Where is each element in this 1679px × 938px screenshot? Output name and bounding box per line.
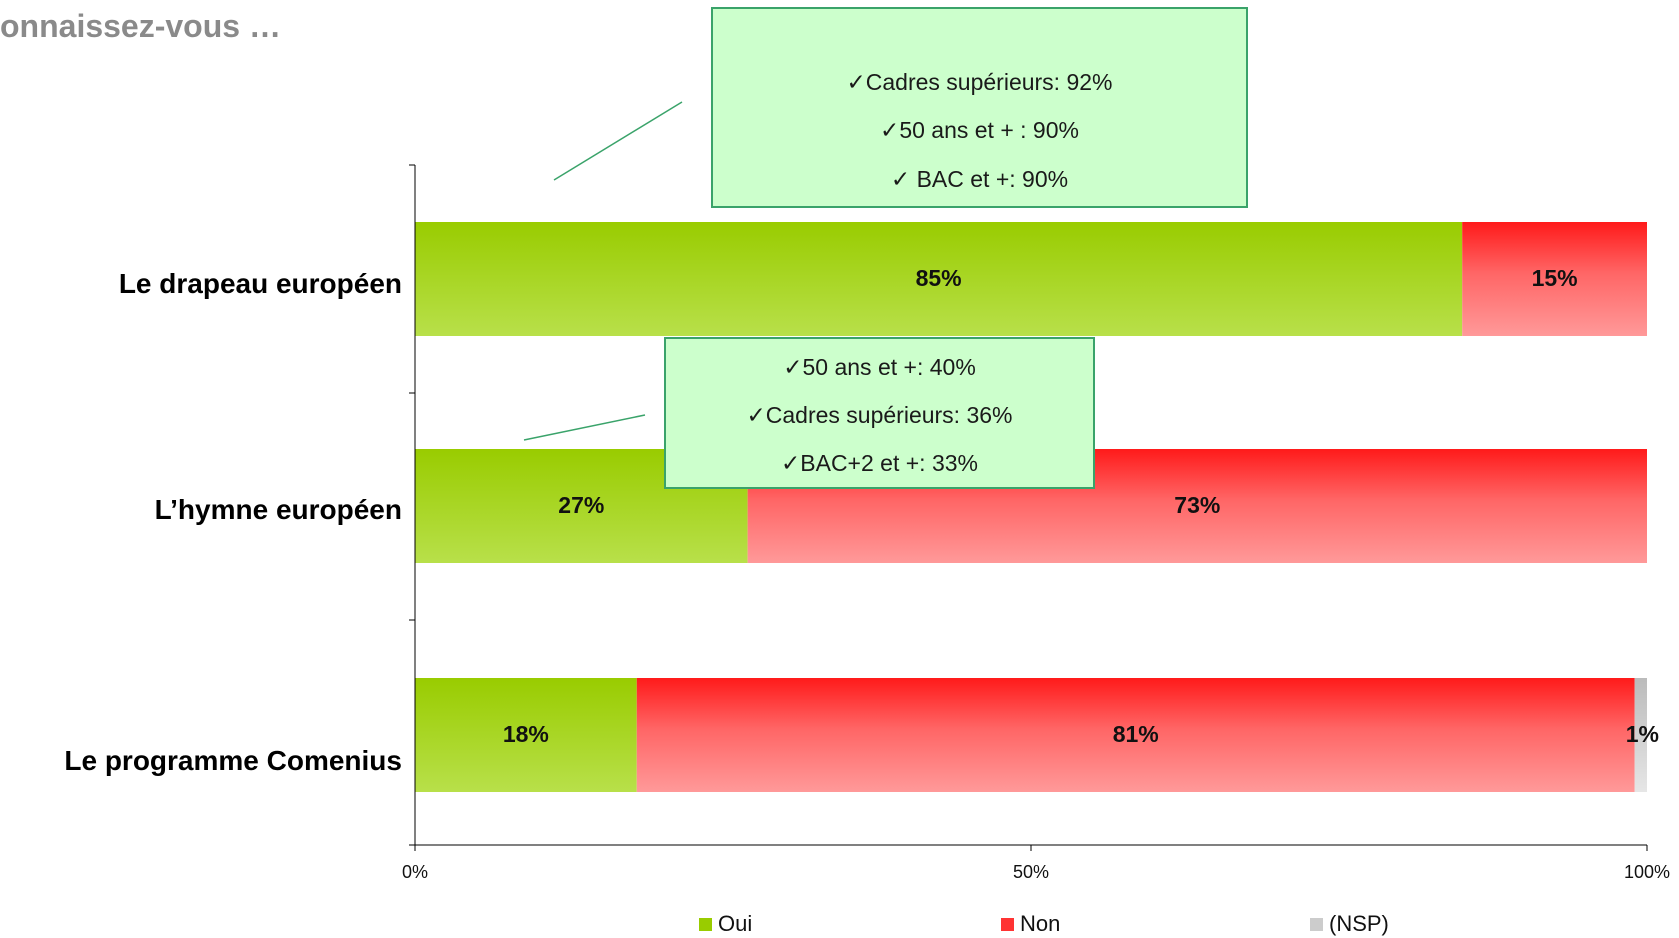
callout-2-line-2: ✓Cadres supérieurs: 36% <box>746 402 1013 428</box>
category-label-1: Le drapeau européen <box>119 268 402 299</box>
callout-2-line-3: ✓BAC+2 et +: 33% <box>780 450 978 476</box>
bar-nsp-3 <box>1634 678 1647 792</box>
category-label-2: L’hymne européen <box>155 494 402 525</box>
callout-1-line-1: ✓Cadres supérieurs: 92% <box>846 69 1113 95</box>
callout-1-line-2: ✓50 ans et + : 90% <box>880 117 1079 143</box>
legend-label-non: Non <box>1020 911 1060 936</box>
data-label-oui-3: 18% <box>503 721 549 747</box>
data-label-non-3: 81% <box>1113 721 1159 747</box>
data-label-oui-2: 27% <box>558 492 604 518</box>
legend-label-nsp: (NSP) <box>1329 911 1389 936</box>
legend-swatch-non <box>1001 918 1014 931</box>
bar-non-3 <box>636 678 1635 792</box>
legend-swatch-nsp <box>1310 918 1323 931</box>
page-title: onnaissez-vous … <box>0 8 281 44</box>
x-tick-label-3: 100% <box>1624 862 1670 882</box>
callout-1-line-3: ✓ BAC et +: 90% <box>890 166 1069 192</box>
callout-hymne: ✓50 ans et +: 40% ✓Cadres supérieurs: 36… <box>664 337 1095 489</box>
legend-label-oui: Oui <box>718 911 752 936</box>
callout-2-leader <box>523 414 646 441</box>
data-label-oui-1: 85% <box>916 265 962 291</box>
x-tick-label-1: 0% <box>402 862 428 882</box>
category-label-3: Le programme Comenius <box>64 745 402 776</box>
callout-2-line-1: ✓50 ans et +: 40% <box>783 354 976 380</box>
data-label-non-2: 73% <box>1174 492 1220 518</box>
bar-oui-1 <box>415 222 1463 336</box>
bar-oui-3 <box>415 678 637 792</box>
data-label-nsp-3: 1% <box>1626 721 1659 747</box>
bar-non-1 <box>1462 222 1647 336</box>
callout-1-leader <box>553 101 683 181</box>
x-tick-label-2: 50% <box>1013 862 1049 882</box>
legend-swatch-oui <box>699 918 712 931</box>
callout-drapeau: ✓Cadres supérieurs: 92% ✓50 ans et + : 9… <box>711 7 1248 208</box>
data-label-non-1: 15% <box>1532 265 1578 291</box>
